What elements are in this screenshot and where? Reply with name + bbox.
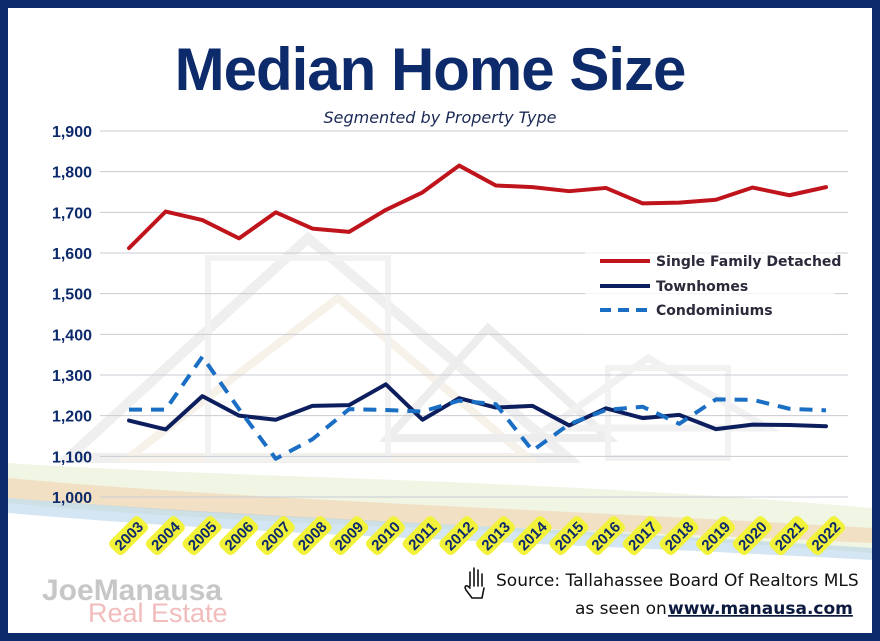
x-tick-highlight	[145, 516, 185, 556]
y-tick-label: 1,300	[52, 368, 92, 385]
x-tick-highlight	[586, 516, 626, 556]
x-tick-highlight	[219, 516, 259, 556]
legend-label-condominiums: Condominiums	[656, 303, 773, 319]
y-tick-label: 1,500	[52, 287, 92, 304]
x-tick-highlight	[475, 516, 515, 556]
x-tick-highlight	[292, 516, 332, 556]
x-tick-highlight	[696, 516, 736, 556]
y-axis-ticks: 1,000 1,100 1,200 1,300 1,400 1,500 1,600 1,700…	[52, 124, 92, 507]
series-lines	[127, 163, 828, 461]
x-tick-highlight	[732, 516, 772, 556]
y-tick-label: 1,100	[52, 449, 92, 466]
seen-on-text: as seen on	[575, 599, 667, 619]
y-tick-label: 1,400	[52, 327, 92, 344]
background-illustration	[55, 231, 781, 463]
source-url-link[interactable]: www.manausa.com	[668, 599, 853, 619]
x-tick-highlight	[769, 516, 809, 556]
x-tick-highlight	[365, 516, 405, 556]
hand-icon	[464, 567, 485, 599]
series-line-townhomes	[127, 382, 828, 432]
source-text: Source: Tallahassee Board Of Realtors ML…	[496, 571, 859, 591]
x-tick-highlight	[255, 516, 295, 556]
x-tick-highlight	[439, 516, 479, 556]
series-line-condominiums	[129, 354, 827, 461]
legend-label-townhomes: Townhomes	[656, 279, 748, 295]
y-tick-label: 1,000	[52, 490, 92, 507]
chart-subtitle: Segmented by Property Type	[323, 108, 556, 127]
legend: Single Family Detached Townhomes Condomi…	[585, 244, 841, 334]
x-tick-highlight	[182, 516, 222, 556]
x-tick-highlight	[806, 516, 846, 556]
x-tick-highlight	[109, 516, 149, 556]
x-tick-highlight	[659, 516, 699, 556]
x-tick-highlight	[402, 516, 442, 556]
x-tick-highlight	[549, 516, 589, 556]
y-tick-label: 1,900	[52, 124, 92, 141]
y-tick-label: 1,200	[52, 409, 92, 426]
x-tick-highlight	[512, 516, 552, 556]
chart-svg: 1,000 1,100 1,200 1,300 1,400 1,500 1,600 1,700…	[8, 36, 872, 628]
y-tick-label: 1,800	[52, 165, 92, 182]
legend-label-single-family: Single Family Detached	[656, 254, 841, 270]
series-line-single-family-detached	[127, 163, 828, 251]
y-tick-label: 1,600	[52, 246, 92, 263]
chart-title: Median Home Size	[175, 36, 686, 103]
logo-line1: JoeManausa	[42, 574, 222, 607]
x-tick-highlights	[109, 516, 846, 556]
chart-frame: 1,000 1,100 1,200 1,300 1,400 1,500 1,600 1,700…	[8, 8, 872, 633]
logo: JoeManausa Real Estate	[42, 574, 228, 628]
y-tick-label: 1,700	[52, 205, 92, 222]
x-tick-highlight	[329, 516, 369, 556]
logo-line2: Real Estate	[88, 598, 228, 628]
x-tick-highlight	[622, 516, 662, 556]
